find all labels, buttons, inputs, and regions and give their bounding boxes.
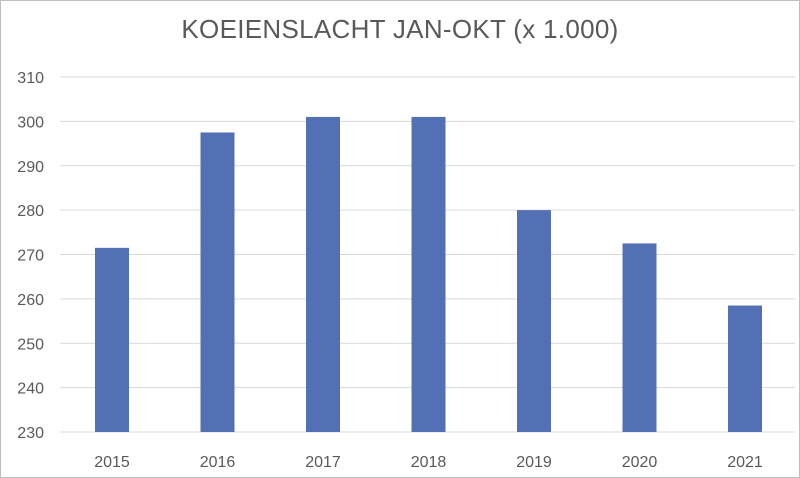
y-tick-label: 280 [17, 203, 44, 220]
x-tick-label: 2019 [516, 454, 552, 471]
y-tick-label: 260 [17, 292, 44, 309]
y-tick-label: 290 [17, 159, 44, 176]
bar-2021 [728, 305, 762, 432]
y-tick-label: 250 [17, 336, 44, 353]
x-tick-label: 2020 [622, 454, 658, 471]
bar-2015 [95, 247, 129, 432]
x-tick-label: 2021 [727, 454, 763, 471]
y-tick-label: 240 [17, 381, 44, 398]
bar-2020 [622, 243, 657, 432]
x-tick-label: 2015 [94, 454, 130, 471]
y-tick-label: 270 [17, 248, 44, 265]
bar-2017 [306, 116, 340, 432]
y-tick-label: 230 [17, 425, 44, 442]
x-tick-label: 2016 [200, 454, 236, 471]
bar-2018 [411, 116, 446, 432]
x-tick-label: 2018 [411, 454, 447, 471]
bar-2016 [200, 132, 235, 432]
bar-2019 [517, 210, 551, 432]
x-tick-label: 2017 [305, 454, 341, 471]
chart-title: KOEIENSLACHT JAN-OKT (x 1.000) [181, 14, 619, 44]
y-tick-label: 300 [17, 114, 44, 131]
y-tick-label: 310 [17, 70, 44, 87]
